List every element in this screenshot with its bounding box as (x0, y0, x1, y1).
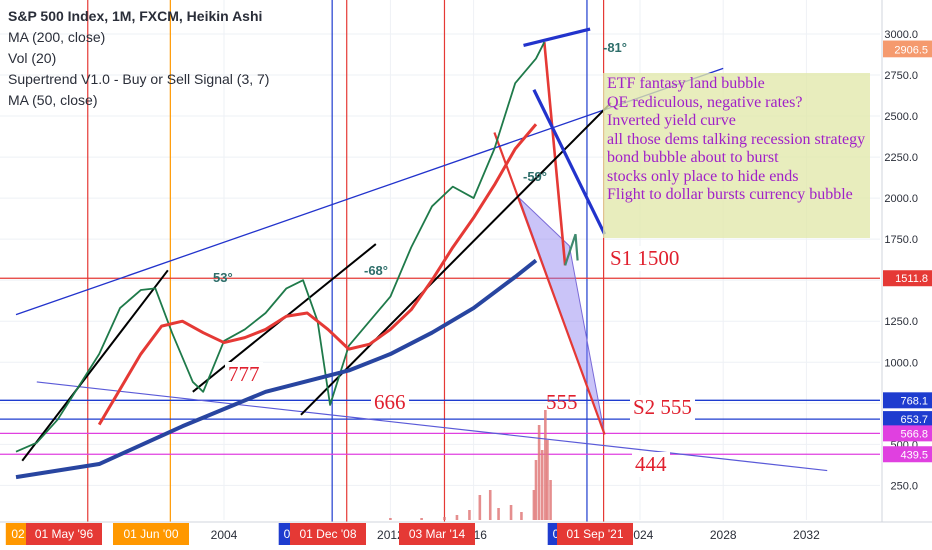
series-line (97, 123, 538, 426)
target-s1-label: S1 1500 (607, 246, 683, 271)
volume-bar (509, 505, 513, 520)
volume-bar (478, 495, 482, 520)
volume-bar (549, 480, 552, 520)
price-tick-label: 1000.0 (884, 357, 918, 369)
angle-53-label: 53° (213, 270, 233, 285)
note-line: QE rediculous, negative rates? (607, 93, 803, 111)
target-444-label: 444 (632, 452, 670, 477)
series-line (15, 258, 538, 480)
price-tick-label: 1250.0 (884, 316, 918, 328)
angle-68-label: -68° (364, 263, 388, 278)
date-flag (290, 523, 366, 545)
volume-bar (520, 512, 523, 520)
price-badge (883, 446, 932, 463)
time-tick-label: 2004 (211, 528, 238, 542)
volume-bar (537, 425, 541, 520)
price-badge-label: 566.8 (900, 428, 928, 440)
volume-bar (546, 440, 549, 520)
volume-bar (488, 490, 492, 520)
note-line: Flight to dollar bursts currency bubble (607, 186, 853, 203)
time-tick-label: 2032 (793, 528, 820, 542)
date-flag (399, 523, 475, 545)
price-badge-label: 653.7 (900, 414, 928, 426)
volume-bar (389, 518, 392, 520)
price-badge (883, 41, 932, 58)
volume-bar (544, 410, 547, 520)
horizontal-levels (0, 277, 880, 455)
price-tick-label: 250.0 (890, 480, 918, 492)
date-flag-label: 0 (553, 527, 560, 541)
volume-bar (455, 515, 459, 520)
price-tick-label: 1750.0 (884, 234, 918, 246)
top-channel-line (523, 27, 591, 47)
date-flag-label: 01 May '96 (35, 527, 94, 541)
note-line: Inverted yield curve (607, 112, 736, 129)
price-tick-label: 3000.0 (884, 29, 918, 41)
price-tick-label: 2250.0 (884, 152, 918, 164)
target-777-label: 777 (225, 362, 263, 387)
volume-bar (443, 517, 446, 520)
volume-bar (420, 518, 423, 520)
price-tick-label: 2000.0 (884, 193, 918, 205)
support-line (21, 269, 169, 462)
note-line: bond bubble about to burst (607, 149, 779, 166)
projection-drawing (493, 42, 606, 435)
date-flag-label: 01 Sep '21 (566, 527, 623, 541)
legend-indicator-supertrend: Supertrend V1.0 - Buy or Sell Signal (3,… (8, 71, 270, 87)
lower-channel-line (36, 381, 828, 472)
price-badge (883, 392, 932, 409)
price-badge-label: 2906.5 (894, 44, 928, 56)
series-lines (15, 41, 546, 480)
note-line: ETF fantasy land bubble (607, 75, 765, 92)
price-badge-label: 439.5 (900, 449, 928, 461)
time-axis: 20042012201620242028203202 D01 May '9601… (0, 521, 932, 550)
time-tick-label: 2028 (710, 528, 737, 542)
price-badge-label: 1511.8 (895, 273, 928, 285)
date-flag-label: 01 Dec '08 (300, 527, 357, 541)
price-badge (883, 425, 932, 442)
legend-indicator-ma50: MA (50, close) (8, 92, 98, 108)
volume-bars (389, 410, 552, 520)
time-tick-label: 2012 (377, 528, 404, 542)
price-badge (883, 270, 932, 287)
legend-indicator-vol: Vol (20) (8, 50, 57, 66)
projection-arrow (493, 132, 606, 435)
angle-59-label: -59° (523, 169, 547, 184)
legend-indicator-ma200: MA (200, close) (8, 29, 106, 45)
volume-bar (468, 510, 471, 520)
volume-bar (532, 490, 536, 520)
target-s2-label: S2 555 (630, 395, 695, 420)
annotation-note[interactable]: ETF fantasy land bubble QE rediculous, n… (603, 73, 870, 238)
angle-81-label: -81° (603, 40, 627, 55)
breakdown-line (532, 89, 607, 235)
note-line: stocks only place to hide ends (607, 167, 799, 185)
price-badge (883, 411, 932, 428)
target-666-label: 666 (371, 390, 409, 415)
note-line: all those dems talking recession strateg… (607, 130, 866, 148)
support-line (300, 102, 612, 416)
legend-title: S&P 500 Index, 1M, FXCM, Heikin Ashi (8, 8, 263, 24)
time-tick-label: 2024 (627, 528, 654, 542)
legend: S&P 500 Index, 1M, FXCM, Heikin Ashi MA … (8, 6, 269, 111)
date-flag (557, 523, 633, 545)
drop-arrow (543, 42, 567, 266)
date-flag (113, 523, 189, 545)
volume-bar (497, 508, 500, 520)
date-flag-label: 03 Mar '14 (409, 527, 466, 541)
series-line (15, 41, 546, 453)
volume-bar (534, 460, 538, 520)
target-555-label: 555 (546, 390, 578, 414)
price-badge-label: 768.1 (900, 395, 928, 407)
volume-bar (540, 450, 544, 520)
date-flag-label: 0 (284, 527, 291, 541)
price-tick-label: 2500.0 (884, 111, 918, 123)
price-axis: 250.0500.0750.01000.01250.01500.01750.02… (881, 0, 932, 522)
date-flag (26, 523, 102, 545)
date-flag-label: 01 Jun '00 (123, 527, 178, 541)
bounce-arrow (564, 233, 579, 266)
price-tick-label: 2750.0 (884, 70, 918, 82)
